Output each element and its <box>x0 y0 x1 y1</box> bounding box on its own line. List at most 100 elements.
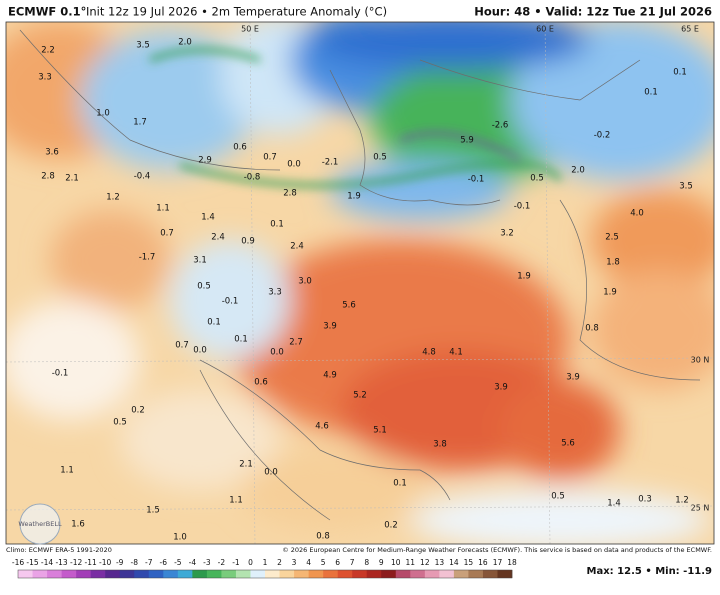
anomaly-value: 3.9 <box>566 373 580 383</box>
anomaly-value: 0.1 <box>270 220 284 230</box>
anomaly-value: 4.8 <box>422 348 436 358</box>
colorbar-swatch <box>32 570 48 578</box>
anomaly-value: 1.8 <box>606 258 620 268</box>
colorbar-label: 12 <box>420 558 430 567</box>
colorbar-label: -7 <box>145 558 153 567</box>
anomaly-value: 0.1 <box>644 88 658 98</box>
anomaly-value: 5.6 <box>342 301 356 311</box>
anomaly-value: -0.1 <box>514 202 531 212</box>
colorbar-label: -3 <box>203 558 211 567</box>
anomaly-value: 0.0 <box>287 160 301 170</box>
anomaly-value: 4.6 <box>315 422 329 432</box>
anomaly-value: 0.7 <box>160 229 174 239</box>
colorbar-swatch <box>206 570 222 578</box>
colorbar-label: 0 <box>248 558 253 567</box>
colorbar-label: 9 <box>379 558 384 567</box>
colorbar-swatch <box>308 570 324 578</box>
colorbar-label: -13 <box>55 558 67 567</box>
anomaly-value: 2.9 <box>198 156 212 166</box>
colorbar-swatch <box>410 570 426 578</box>
anomaly-value: 1.6 <box>71 520 85 530</box>
header-title: Init 12z 19 Jul 2026 • 2m Temperature An… <box>86 5 387 19</box>
colorbar-label: 2 <box>277 558 282 567</box>
colorbar-swatch <box>439 570 455 578</box>
colorbar-swatch <box>76 570 91 578</box>
anomaly-value: 2.5 <box>605 233 619 243</box>
colorbar-swatch <box>221 570 237 578</box>
colorbar-swatch <box>265 570 280 578</box>
model-name: ECMWF 0.1° <box>8 5 86 19</box>
anomaly-value: 2.1 <box>65 174 79 184</box>
colorbar-label: -15 <box>26 558 38 567</box>
anomaly-field <box>6 22 714 544</box>
colorbar-label: 14 <box>449 558 459 567</box>
anomaly-value: 4.0 <box>630 209 644 219</box>
anomaly-value: 1.0 <box>173 533 187 543</box>
colorbar-swatch <box>250 570 266 578</box>
anomaly-value: 1.1 <box>60 466 74 476</box>
colorbar-label: 17 <box>493 558 503 567</box>
colorbar-label: 6 <box>335 558 340 567</box>
max-min: Max: 12.5 • Min: -11.9 <box>587 566 713 577</box>
colorbar-label: 5 <box>321 558 326 567</box>
colorbar-label: 3 <box>292 558 297 567</box>
grid-label: 25 N <box>691 504 710 513</box>
anomaly-value: 0.5 <box>113 418 127 428</box>
anomaly-value: -1.7 <box>139 253 156 263</box>
anomaly-value: 3.2 <box>500 229 514 239</box>
colorbar-label: 18 <box>507 558 517 567</box>
anomaly-value: 5.9 <box>460 136 474 146</box>
anomaly-value: 2.8 <box>283 189 297 199</box>
anomaly-value: 0.6 <box>233 143 247 153</box>
anomaly-value: 0.6 <box>254 378 268 388</box>
colorbar-swatch <box>134 570 150 578</box>
anomaly-value: -2.6 <box>492 121 509 131</box>
colorbar-swatch <box>192 570 208 578</box>
anomaly-value: 0.2 <box>131 406 145 416</box>
grid-label: 50 E <box>241 25 259 34</box>
anomaly-value: 1.1 <box>156 204 170 214</box>
colorbar-label: -9 <box>116 558 124 567</box>
anomaly-value: -0.1 <box>222 297 239 307</box>
anomaly-value: 0.1 <box>207 318 221 328</box>
anomaly-value: 1.9 <box>347 192 361 202</box>
colorbar-label: -10 <box>99 558 111 567</box>
anomaly-value: 0.5 <box>530 174 544 184</box>
anomaly-value: 0.2 <box>384 521 398 531</box>
colorbar-swatch <box>105 570 121 578</box>
climo: Climo: ECMWF ERA-5 1991-2020 <box>6 546 112 554</box>
anomaly-value: 0.1 <box>393 479 407 489</box>
anomaly-value: 2.4 <box>211 233 225 243</box>
anomaly-value: 5.1 <box>373 426 387 436</box>
logo <box>19 503 61 545</box>
anomaly-value: 1.9 <box>603 288 617 298</box>
anomaly-value: 3.5 <box>679 182 693 192</box>
colorbar-swatch <box>294 570 309 578</box>
graticule <box>6 22 714 544</box>
anomaly-value: 0.5 <box>197 282 211 292</box>
grid-label: 65 E <box>681 25 699 34</box>
colorbar-swatch <box>163 570 179 578</box>
anomaly-value: 0.9 <box>241 237 255 247</box>
colorbar-label: -14 <box>41 558 53 567</box>
colorbar-swatch <box>90 570 106 578</box>
colorbar-label: -12 <box>70 558 82 567</box>
colorbar-label: 11 <box>406 558 416 567</box>
colorbar-swatch <box>424 570 440 578</box>
colorbar-swatch <box>61 570 77 578</box>
anomaly-value: -0.2 <box>594 131 611 141</box>
colorbar-swatch <box>323 570 338 578</box>
colorbar-swatch <box>352 570 368 578</box>
colorbar-label: 7 <box>350 558 355 567</box>
colorbar-label: 10 <box>391 558 401 567</box>
anomaly-value: 4.1 <box>449 348 463 358</box>
anomaly-value: 0.8 <box>316 532 330 542</box>
colorbar-swatch <box>337 570 353 578</box>
grid-label: 60 E <box>536 25 554 34</box>
anomaly-value: 5.6 <box>561 439 575 449</box>
anomaly-value: 3.8 <box>433 440 447 450</box>
colorbar-swatch <box>453 570 469 578</box>
map-frame <box>5 21 715 545</box>
colorbar-label: -8 <box>130 558 138 567</box>
colorbar-swatch <box>395 570 411 578</box>
